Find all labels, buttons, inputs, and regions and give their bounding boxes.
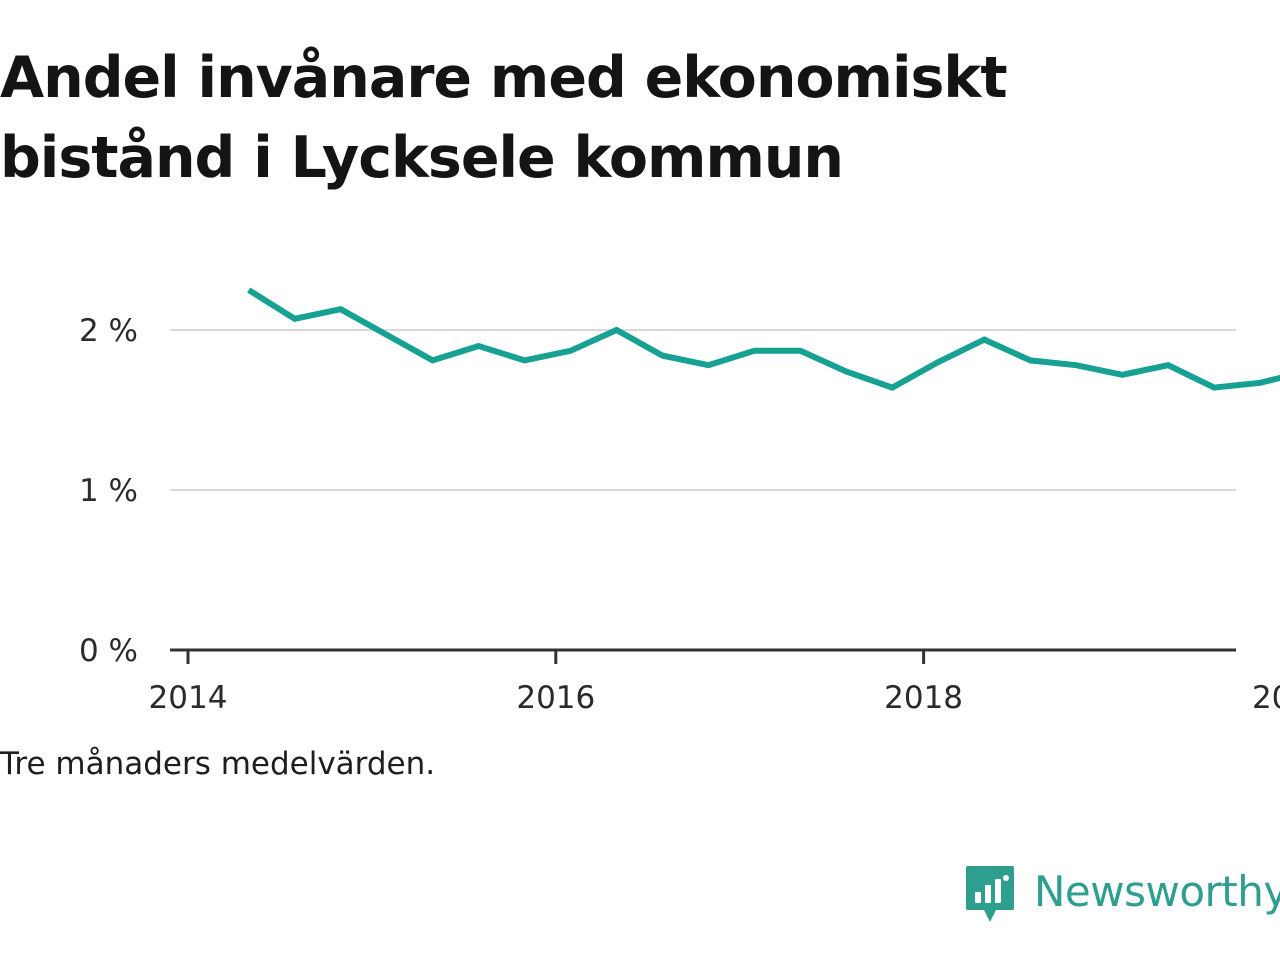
chart: 0 %1 %2 % 201420162018202020222024 [79, 287, 1280, 716]
chart-title: Andel invånare med ekonomiskt bistånd i … [0, 45, 1008, 191]
data-point [339, 307, 343, 311]
data-point [293, 317, 297, 321]
series-line [247, 287, 1280, 391]
data-point [1028, 358, 1032, 362]
data-point [844, 370, 848, 374]
x-axis-labels: 201420162018202020222024 [149, 680, 1280, 716]
data-point [982, 338, 986, 342]
data-point [660, 354, 664, 358]
data-point [890, 386, 894, 390]
data-point [1212, 386, 1216, 390]
chart-caption: Tre månaders medelvärden. [0, 746, 436, 782]
brand-logo: Newsworthy [964, 864, 1280, 926]
y-axis-labels: 0 % 1 % 2 % [79, 313, 138, 669]
x-tick-label: 2020 [1252, 680, 1280, 716]
data-point [1120, 373, 1124, 377]
x-tick-label: 2018 [884, 680, 963, 716]
data-point [477, 344, 481, 348]
data-point [706, 363, 710, 367]
data-point [523, 358, 527, 362]
gridlines [170, 329, 1236, 491]
data-point [569, 349, 573, 353]
y-tick-label: 0 % [79, 633, 138, 669]
data-point [1258, 381, 1262, 385]
brand-name: Newsworthy [1034, 866, 1280, 916]
data-point [247, 288, 251, 292]
y-tick-label: 2 % [79, 313, 138, 349]
x-tick-label: 2016 [516, 680, 595, 716]
data-point [1074, 363, 1078, 367]
data-point [1166, 363, 1170, 367]
y-tick-label: 1 % [79, 473, 138, 509]
data-point [614, 328, 618, 332]
data-point [936, 360, 940, 364]
data-point [431, 358, 435, 362]
data-point [385, 333, 389, 337]
newsworthy-logo-icon [966, 866, 1014, 922]
data-point [752, 349, 756, 353]
series-layer [247, 287, 1280, 391]
data-point [798, 349, 802, 353]
x-axis [170, 648, 1236, 664]
x-tick-label: 2014 [149, 680, 228, 716]
